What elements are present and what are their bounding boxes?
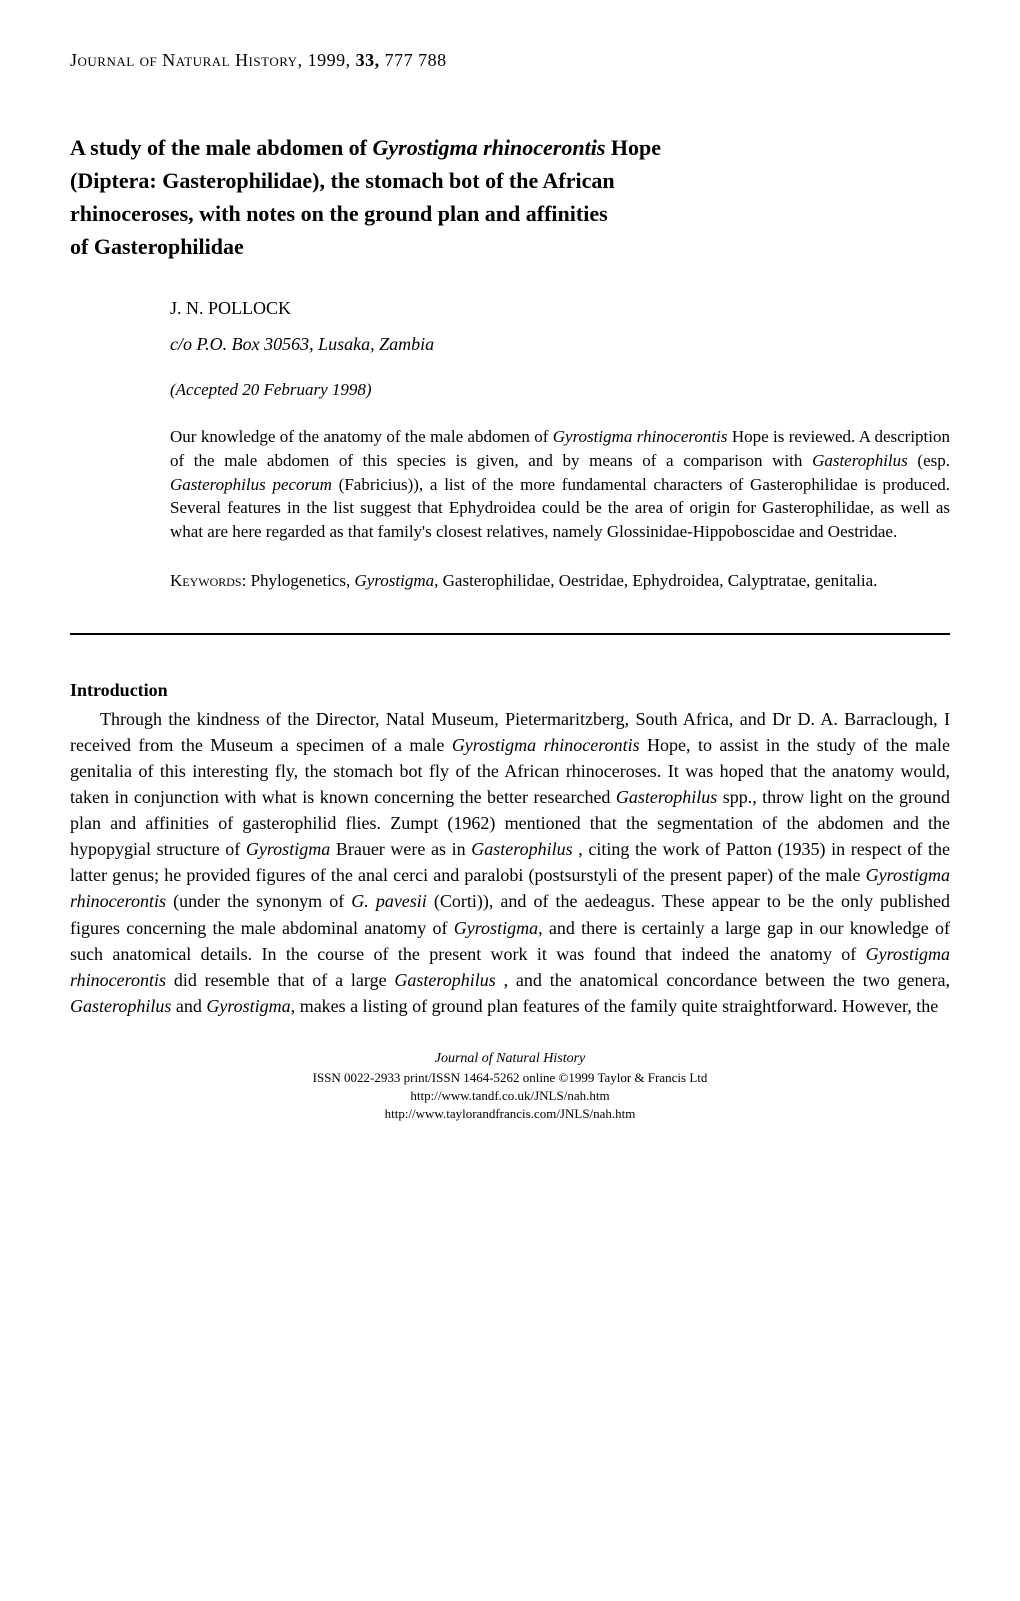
article-title: A study of the male abdomen of Gyrostigm…	[70, 131, 950, 263]
keywords-block: Keywords: Phylogenetics, Gyrostigma, Gas…	[170, 569, 950, 593]
journal-year: , 1999,	[298, 50, 356, 70]
section-heading: Introduction	[70, 680, 950, 701]
journal-pages: 777 788	[380, 50, 447, 70]
journal-name: Journal of Natural History	[70, 50, 298, 70]
keywords-label: Keywords:	[170, 571, 246, 590]
author-address: c/o P.O. Box 30563, Lusaka, Zambia	[170, 334, 950, 355]
author-name: J. N. POLLOCK	[170, 298, 950, 319]
journal-header: Journal of Natural History, 1999, 33, 77…	[70, 50, 950, 71]
footer-url1: http://www.tandf.co.uk/JNLS/nah.htm	[70, 1087, 950, 1105]
journal-volume: 33,	[356, 50, 380, 70]
accepted-date: (Accepted 20 February 1998)	[170, 380, 950, 400]
separator-line	[70, 633, 950, 635]
author-block: J. N. POLLOCK c/o P.O. Box 30563, Lusaka…	[170, 298, 950, 593]
footer-url2: http://www.taylorandfrancis.com/JNLS/nah…	[70, 1105, 950, 1123]
footer: Journal of Natural History ISSN 0022-293…	[70, 1049, 950, 1123]
body-paragraph: Through the kindness of the Director, Na…	[70, 706, 950, 1019]
footer-issn: ISSN 0022-2933 print/ISSN 1464-5262 onli…	[70, 1069, 950, 1087]
introduction-section: Introduction Through the kindness of the…	[70, 680, 950, 1019]
footer-journal: Journal of Natural History	[70, 1049, 950, 1069]
abstract-text: Our knowledge of the anatomy of the male…	[170, 425, 950, 544]
